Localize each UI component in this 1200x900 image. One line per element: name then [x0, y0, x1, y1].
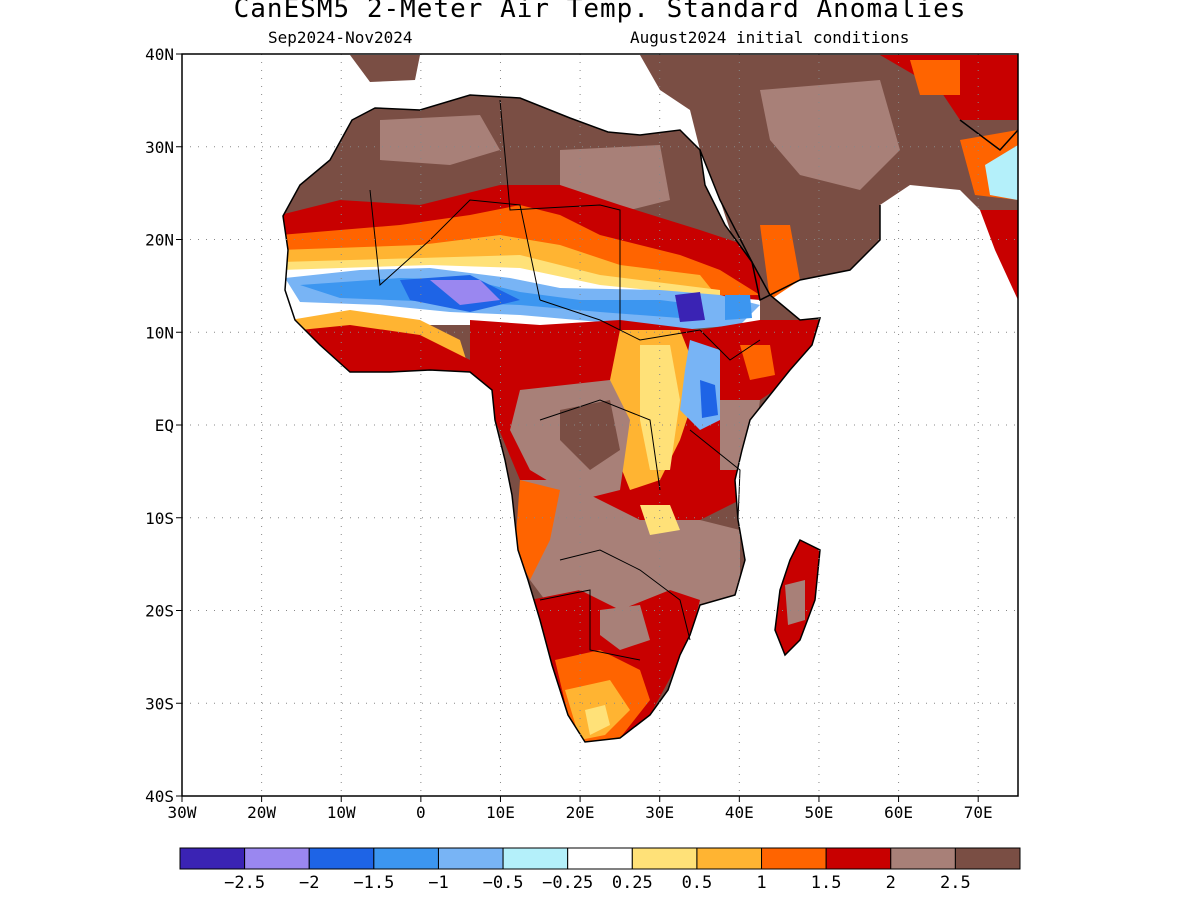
- colorbar-label: −1: [428, 873, 448, 893]
- lon-label: 60E: [884, 803, 913, 822]
- colorbar-label: −2.5: [224, 873, 265, 893]
- lon-label: 40E: [725, 803, 754, 822]
- latitude-axis: 40N 30N 20N 10N EQ 10S 20S 30S 40S: [145, 45, 182, 806]
- lon-label: 10W: [327, 803, 356, 822]
- map-title: CanESM5 2-Meter Air Temp. Standard Anoma…: [233, 0, 967, 24]
- lat-label: 30S: [145, 694, 174, 713]
- anomaly-field: [282, 55, 1018, 743]
- colorbar-swatch: [696, 847, 763, 870]
- lon-label: 50E: [804, 803, 833, 822]
- colorbar-label: −2: [299, 873, 319, 893]
- africa-coastline: [282, 94, 822, 743]
- colorbar-swatch: [825, 847, 892, 870]
- colorbar-label: −0.5: [483, 873, 524, 893]
- colorbar-label: 1: [756, 873, 766, 893]
- colorbar-swatch: [373, 847, 439, 870]
- colorbar-swatch: [179, 847, 246, 870]
- lon-label: 70E: [964, 803, 993, 822]
- lat-label: 10N: [145, 323, 174, 342]
- lat-label: 20N: [145, 231, 174, 250]
- central-asia-hot: [910, 60, 960, 95]
- iberia-fill: [350, 55, 420, 82]
- colorbar-swatch: [631, 847, 698, 870]
- lat-label: 40S: [145, 787, 174, 806]
- lon-label: 30E: [645, 803, 674, 822]
- lon-label: 0: [416, 803, 426, 822]
- lat-label: 30N: [145, 138, 174, 157]
- iran-fill: [760, 80, 900, 190]
- lat-label: 20S: [145, 602, 174, 621]
- lat-label: 40N: [145, 45, 174, 64]
- lat-label: EQ: [155, 416, 174, 435]
- colorbar-label: 0.5: [682, 873, 713, 893]
- colorbar-swatch: [308, 847, 375, 870]
- lon-label: 10E: [486, 803, 515, 822]
- initial-conditions: August2024 initial conditions: [630, 28, 910, 47]
- lon-label: 30W: [168, 803, 197, 822]
- forecast-period: Sep2024-Nov2024: [268, 28, 413, 47]
- colorbar-swatch: [567, 847, 633, 870]
- colorbar-swatch: [954, 847, 1021, 870]
- colorbar-swatch: [761, 847, 827, 870]
- colorbar-label: 2: [886, 873, 896, 893]
- colorbar-swatch: [244, 847, 310, 870]
- colorbar-swatch: [502, 847, 569, 870]
- colorbar-swatch: [890, 847, 956, 870]
- lon-label: 20W: [247, 803, 276, 822]
- lon-label: 20E: [566, 803, 595, 822]
- graticule: [182, 54, 1018, 796]
- country-borders: [369, 99, 761, 661]
- lat-label: 10S: [145, 509, 174, 528]
- colorbar-label: −0.25: [542, 873, 593, 893]
- colorbar-label: −1.5: [353, 873, 394, 893]
- india-south: [980, 210, 1018, 300]
- colorbar-labels: −2.5 −2 −1.5 −1 −0.5 −0.25 0.25 0.5 1 1.5 2 2.5: [224, 873, 971, 893]
- yemen-warm: [760, 225, 800, 300]
- colorbar-swatch: [437, 847, 504, 870]
- colorbar: [179, 847, 1021, 870]
- longitude-axis: 30W 20W 10W 0 10E 20E 30E 40E 50E 60E 70E: [168, 796, 993, 822]
- colorbar-label: 1.5: [811, 873, 842, 893]
- colorbar-label: 0.25: [612, 873, 653, 893]
- colorbar-label: 2.5: [940, 873, 971, 893]
- india-cool: [985, 145, 1018, 200]
